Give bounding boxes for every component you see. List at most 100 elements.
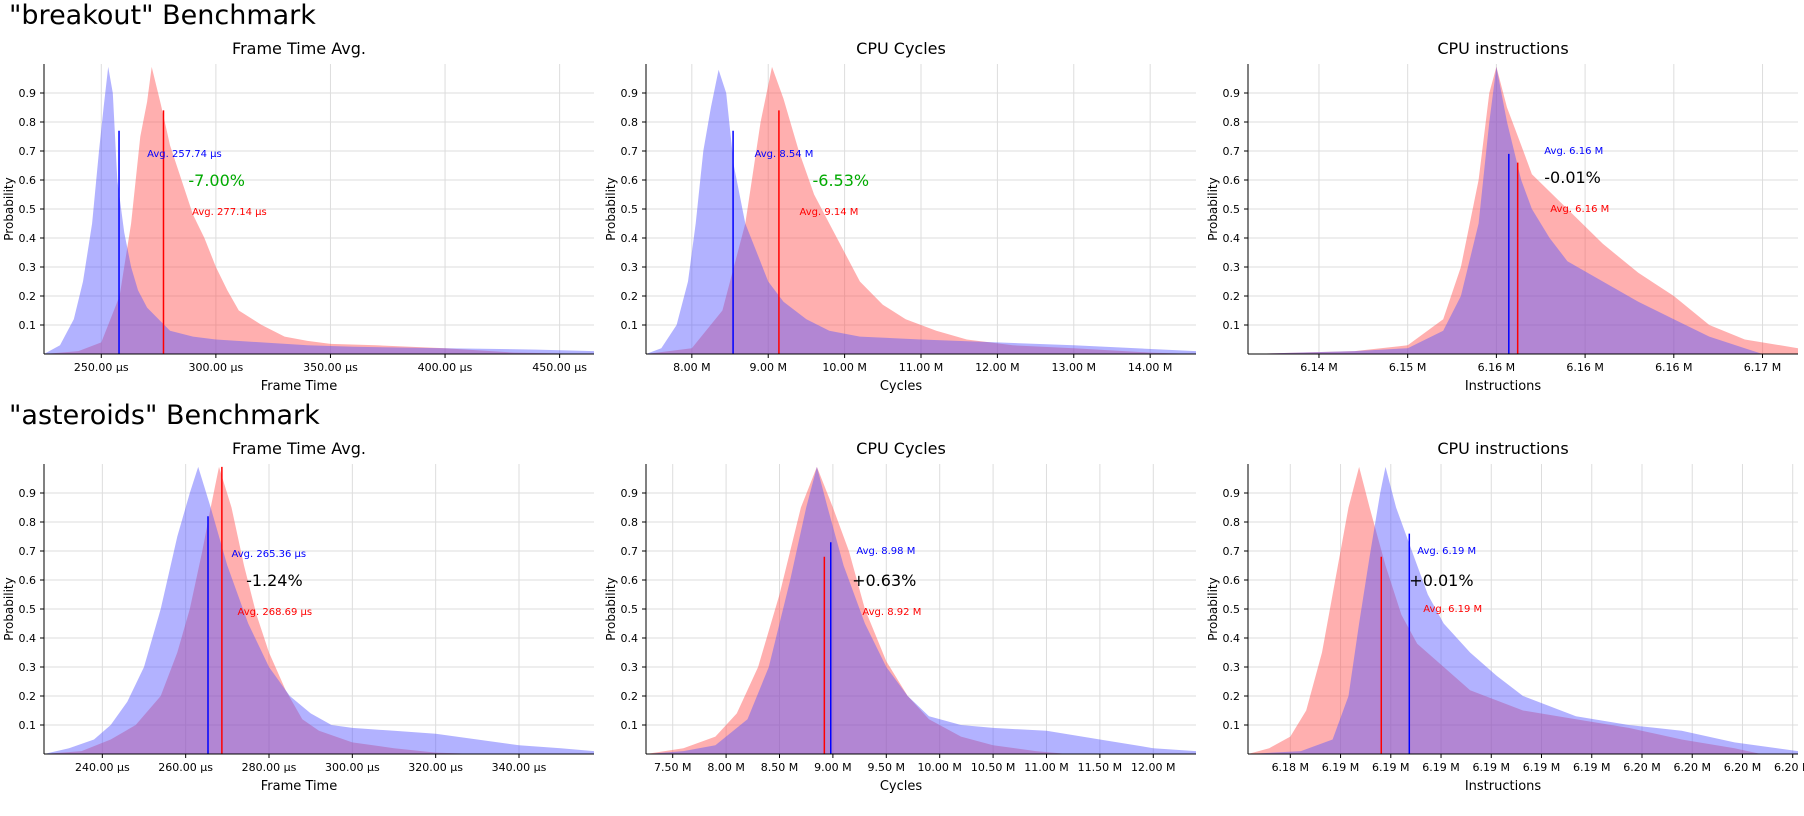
chart-breakout-cpu-instructions: CPU instructions 0.1 0.2 0.3 0.4 0.5 0.6 0.7 0.8… bbox=[1206, 39, 1798, 394]
x-axis-label: Cycles bbox=[880, 379, 923, 394]
area-baseline bbox=[1248, 466, 1798, 754]
x-tick-label: 6.17 M bbox=[1744, 361, 1781, 374]
y-axis-label: Probability bbox=[2, 177, 16, 240]
y-tick-label: 0.3 bbox=[19, 261, 37, 274]
section-title-breakout: "breakout" Benchmark bbox=[9, 0, 316, 31]
y-tick-label: 0.7 bbox=[19, 145, 37, 158]
y-tick-label: 0.5 bbox=[1223, 203, 1241, 216]
avg-label-current: Avg. 6.19 M bbox=[1423, 604, 1482, 615]
y-axis-label: Probability bbox=[1206, 177, 1220, 240]
x-tick-label: 10.00 M bbox=[917, 761, 961, 774]
area-current bbox=[44, 466, 478, 754]
x-tick-label: 6.19 M bbox=[1523, 761, 1560, 774]
chart-title: CPU Cycles bbox=[856, 39, 946, 58]
x-tick-label: 8.50 M bbox=[761, 761, 798, 774]
x-tick-label: 12.00 M bbox=[1131, 761, 1175, 774]
x-axis-label: Frame Time bbox=[261, 379, 337, 394]
percent-change-annotation: -1.24% bbox=[246, 571, 303, 590]
avg-label-current: Avg. 6.16 M bbox=[1550, 204, 1609, 215]
y-tick-label: 0.7 bbox=[1223, 145, 1241, 158]
y-tick-label: 0.4 bbox=[19, 632, 37, 645]
y-tick-label: 0.9 bbox=[19, 87, 37, 100]
area-current bbox=[1248, 66, 1798, 354]
x-tick-label: 6.19 M bbox=[1473, 761, 1510, 774]
y-tick-label: 0.2 bbox=[19, 290, 37, 303]
x-tick-label: 9.50 M bbox=[868, 761, 905, 774]
area-baseline bbox=[646, 466, 1196, 754]
area-current bbox=[44, 66, 594, 354]
y-tick-label: 0.6 bbox=[621, 174, 639, 187]
x-tick-label: 6.15 M bbox=[1389, 361, 1426, 374]
y-tick-label: 0.7 bbox=[1223, 545, 1241, 558]
x-tick-label: 9.00 M bbox=[814, 761, 851, 774]
x-tick-label: 10.50 M bbox=[971, 761, 1015, 774]
y-tick-label: 0.7 bbox=[19, 545, 37, 558]
y-tick-label: 0.1 bbox=[1223, 319, 1241, 332]
x-tick-label: 240.00 µs bbox=[75, 761, 130, 774]
y-tick-label: 0.1 bbox=[621, 319, 639, 332]
x-tick-label: 6.19 M bbox=[1573, 761, 1610, 774]
y-tick-label: 0.6 bbox=[1223, 174, 1241, 187]
y-tick-label: 0.8 bbox=[1223, 116, 1241, 129]
x-tick-label: 6.20 M bbox=[1623, 761, 1660, 774]
y-tick-label: 0.3 bbox=[621, 661, 639, 674]
y-tick-label: 0.7 bbox=[621, 145, 639, 158]
y-axis-label: Probability bbox=[2, 577, 16, 640]
y-axis-label: Probability bbox=[604, 177, 618, 240]
chart-breakout-frame-time: Frame Time Avg. 0.1 0.2 0.3 0.4 0.5 0.6 0.7 0.8 0… bbox=[2, 39, 594, 394]
x-tick-label: 450.00 µs bbox=[532, 361, 587, 374]
percent-change-annotation: -6.53% bbox=[813, 171, 870, 190]
x-tick-label: 6.19 M bbox=[1372, 761, 1409, 774]
x-axis-label: Instructions bbox=[1465, 379, 1542, 394]
x-tick-label: 340.00 µs bbox=[492, 761, 547, 774]
x-axis-label: Cycles bbox=[880, 779, 923, 794]
avg-label-baseline: Avg. 6.19 M bbox=[1417, 546, 1476, 557]
chart-breakout-cpu-cycles: CPU Cycles 0.1 0.2 0.3 0.4 0.5 0.6 0.7 0.8 0.9 8.0… bbox=[604, 39, 1196, 394]
percent-change-annotation: -0.01% bbox=[1544, 168, 1601, 187]
x-tick-label: 320.00 µs bbox=[408, 761, 463, 774]
x-tick-label: 11.50 M bbox=[1078, 761, 1122, 774]
area-current bbox=[1248, 466, 1761, 754]
y-tick-label: 0.1 bbox=[19, 319, 37, 332]
avg-label-baseline: Avg. 257.74 µs bbox=[147, 149, 222, 160]
area-baseline bbox=[646, 69, 1196, 354]
section-title-asteroids: "asteroids" Benchmark bbox=[9, 400, 320, 431]
y-tick-label: 0.3 bbox=[1223, 661, 1241, 674]
x-tick-label: 11.00 M bbox=[1024, 761, 1068, 774]
y-tick-label: 0.8 bbox=[1223, 516, 1241, 529]
y-tick-label: 0.2 bbox=[1223, 290, 1241, 303]
chart-title: CPU Cycles bbox=[856, 439, 946, 458]
y-tick-label: 0.3 bbox=[19, 661, 37, 674]
area-baseline bbox=[44, 466, 594, 754]
x-tick-label: 6.20 M bbox=[1724, 761, 1761, 774]
x-tick-label: 6.14 M bbox=[1300, 361, 1337, 374]
area-current bbox=[646, 66, 1196, 354]
y-tick-label: 0.2 bbox=[621, 290, 639, 303]
percent-change-annotation: +0.63% bbox=[852, 571, 916, 590]
y-tick-label: 0.2 bbox=[621, 690, 639, 703]
avg-label-current: Avg. 8.92 M bbox=[862, 607, 921, 618]
y-tick-label: 0.9 bbox=[1223, 87, 1241, 100]
y-tick-label: 0.6 bbox=[1223, 574, 1241, 587]
x-tick-label: 6.20 M bbox=[1673, 761, 1710, 774]
y-tick-label: 0.4 bbox=[1223, 632, 1241, 645]
chart-title: Frame Time Avg. bbox=[232, 439, 366, 458]
chart-title: Frame Time Avg. bbox=[232, 39, 366, 58]
x-tick-label: 260.00 µs bbox=[158, 761, 213, 774]
y-tick-label: 0.1 bbox=[621, 719, 639, 732]
y-tick-label: 0.2 bbox=[19, 690, 37, 703]
y-tick-label: 0.3 bbox=[621, 261, 639, 274]
x-tick-label: 300.00 µs bbox=[189, 361, 244, 374]
y-axis-label: Probability bbox=[1206, 577, 1220, 640]
y-tick-label: 0.2 bbox=[1223, 690, 1241, 703]
x-tick-label: 8.00 M bbox=[707, 761, 744, 774]
avg-label-current: Avg. 268.69 µs bbox=[238, 607, 313, 618]
y-tick-label: 0.9 bbox=[621, 87, 639, 100]
y-tick-label: 0.3 bbox=[1223, 261, 1241, 274]
x-axis-label: Frame Time bbox=[261, 779, 337, 794]
x-tick-label: 8.00 M bbox=[673, 361, 710, 374]
avg-label-baseline: Avg. 6.16 M bbox=[1544, 146, 1603, 157]
x-tick-label: 9.00 M bbox=[749, 361, 786, 374]
area-baseline bbox=[1248, 66, 1763, 354]
x-tick-label: 10.00 M bbox=[822, 361, 866, 374]
